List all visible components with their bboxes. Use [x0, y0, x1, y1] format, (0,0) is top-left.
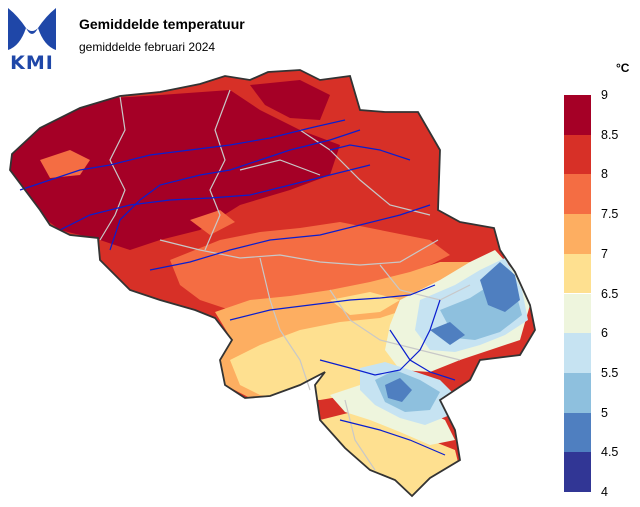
map-subtitle: gemiddelde februari 2024 [79, 40, 216, 54]
legend-label: 9 [601, 88, 608, 102]
temperature-legend: 9 8.5 8 7.5 7 6.5 6 5.5 5 4.5 4 [564, 88, 640, 499]
legend-label: 6.5 [601, 286, 619, 301]
belgium-temperature-map [9, 69, 536, 498]
kmi-logo [6, 6, 58, 72]
legend-label: 4.5 [601, 445, 619, 460]
legend-label: 4 [601, 485, 608, 499]
legend-swatch [564, 293, 591, 334]
legend-swatch [564, 134, 591, 175]
belgium-border [9, 69, 536, 498]
legend-unit: °C [616, 61, 630, 75]
map-title: Gemiddelde temperatuur [79, 16, 245, 32]
legend-swatch [564, 174, 591, 215]
legend-swatch [564, 412, 591, 453]
legend-label: 7.5 [601, 207, 619, 222]
legend-label: 5 [601, 405, 608, 420]
legend-label: 8 [601, 167, 608, 182]
legend-swatch [564, 253, 591, 294]
legend-label: 5.5 [601, 365, 619, 380]
logo-text: KMI [10, 52, 54, 74]
legend-swatch [564, 214, 591, 254]
legend-label: 7 [601, 246, 608, 261]
legend-swatch [564, 452, 591, 492]
legend-swatch [564, 372, 591, 413]
legend-label: 6 [601, 326, 608, 341]
legend-swatch [564, 95, 591, 135]
legend-label: 8.5 [601, 127, 619, 142]
legend-swatch [564, 333, 591, 373]
